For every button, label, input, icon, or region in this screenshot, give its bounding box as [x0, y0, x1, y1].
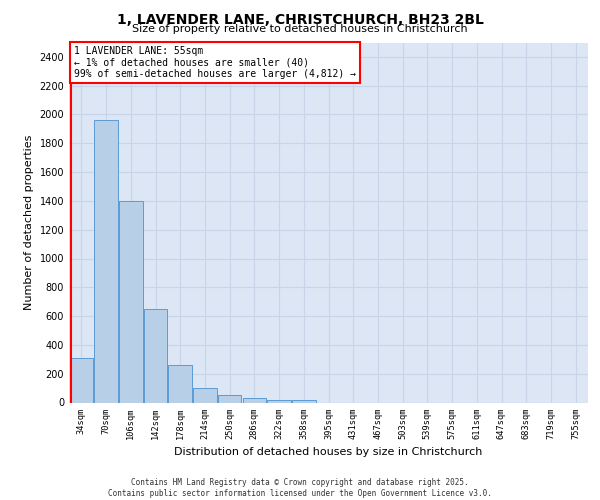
Bar	[119, 201, 143, 402]
Text: 1 LAVENDER LANE: 55sqm
← 1% of detached houses are smaller (40)
99% of semi-deta: 1 LAVENDER LANE: 55sqm ← 1% of detached …	[74, 46, 356, 80]
Bar	[169, 365, 192, 403]
Bar	[218, 394, 241, 402]
Bar	[70, 358, 93, 403]
Bar	[144, 309, 167, 402]
Bar	[268, 400, 291, 402]
Text: Size of property relative to detached houses in Christchurch: Size of property relative to detached ho…	[132, 24, 468, 34]
Bar	[242, 398, 266, 402]
Text: Contains HM Land Registry data © Crown copyright and database right 2025.
Contai: Contains HM Land Registry data © Crown c…	[108, 478, 492, 498]
Bar	[94, 120, 118, 402]
Y-axis label: Number of detached properties: Number of detached properties	[24, 135, 34, 310]
X-axis label: Distribution of detached houses by size in Christchurch: Distribution of detached houses by size …	[175, 447, 482, 457]
Text: 1, LAVENDER LANE, CHRISTCHURCH, BH23 2BL: 1, LAVENDER LANE, CHRISTCHURCH, BH23 2BL	[116, 12, 484, 26]
Bar	[292, 400, 316, 402]
Bar	[193, 388, 217, 402]
